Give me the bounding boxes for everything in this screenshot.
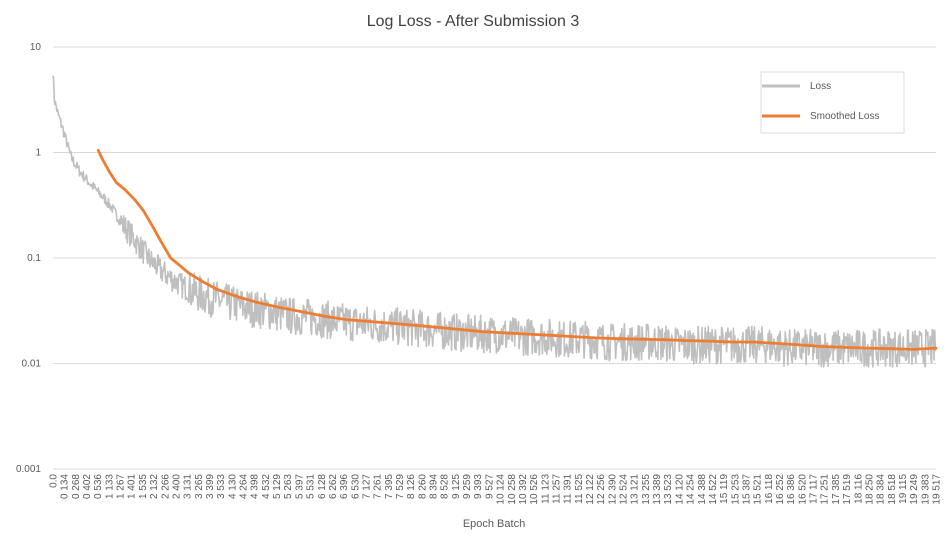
x-tick-label: 11 123 [540,474,551,504]
x-tick-label: 1 535 [138,474,149,499]
x-tick-label: 18 250 [864,474,875,505]
x-tick-label: 2 266 [160,474,171,499]
x-tick-label: 4 532 [261,474,272,499]
x-tick-label: 9 125 [451,474,462,499]
x-tick-label: 18 518 [887,474,898,505]
x-tick-label: 16 520 [797,474,808,505]
x-tick-label: 5 397 [294,474,305,499]
x-tick-label: 0 402 [82,474,93,499]
x-tick-label: 8 528 [440,474,451,499]
x-tick-label: 13 523 [663,474,674,505]
x-tick-label: 17 251 [820,474,831,505]
x-tick-label: 7 529 [395,474,406,499]
x-tick-label: 10 124 [496,474,507,505]
x-tick-label: 17 117 [809,474,820,504]
x-tick-label: 1 401 [127,474,138,499]
x-axis-ticks: 0.0 0 134 0 268 0 402 0 536 1 133 1 267 1 401 1 … [49,474,943,505]
y-tick-label: 0.1 [27,253,41,264]
x-tick-label: 19 115 [898,474,909,504]
x-tick-label: 12 122 [585,474,596,505]
x-tick-label: 0 268 [71,474,82,499]
x-tick-label: 15 521 [753,474,764,505]
x-tick-label: 18 384 [876,474,887,505]
x-tick-label: 3 533 [216,474,227,499]
x-tick-label: 14 522 [708,474,719,505]
x-tick-label: 4 130 [227,474,238,499]
x-tick-label: 8 394 [429,474,440,499]
series-group [52,75,938,368]
x-tick-label: 6 530 [350,474,361,499]
x-tick-label: 14 254 [686,474,697,505]
x-tick-label: 7 395 [384,474,395,499]
y-tick-label: 0.01 [22,359,42,370]
x-tick-label: 10 392 [518,474,529,505]
x-tick-label: 5 531 [306,474,317,499]
x-tick-label: 14 120 [674,474,685,505]
x-axis-label: Epoch Batch [463,518,525,530]
x-tick-label: 4 398 [250,474,261,499]
x-tick-label: 11 257 [551,474,562,504]
x-tick-label: 9 259 [462,474,473,499]
x-tick-label: 12 524 [619,474,630,505]
x-tick-label: 10 258 [507,474,518,505]
x-tick-label: 6 396 [339,474,350,499]
x-tick-label: 13 389 [652,474,663,505]
x-tick-label: 2 400 [171,474,182,499]
x-tick-label: 11 525 [574,474,585,504]
x-tick-label: 19 383 [920,474,931,505]
x-tick-label: 0.0 [49,474,60,488]
x-tick-label: 16 118 [764,474,775,504]
legend-box [760,71,905,134]
x-tick-label: 15 119 [719,474,730,504]
x-tick-label: 3 265 [194,474,205,499]
x-tick-label: 7 127 [361,474,372,499]
x-tick-label: 1 267 [116,474,127,499]
y-tick-label: 0.001 [16,464,41,475]
x-tick-label: 5 263 [283,474,294,499]
x-tick-label: 3 131 [183,474,194,499]
legend: Loss Smoothed Loss [760,71,905,134]
series-line-smoothed-loss [96,148,938,351]
x-tick-label: 12 390 [607,474,618,505]
x-tick-label: 15 253 [730,474,741,505]
x-tick-label: 6 128 [317,474,328,499]
x-tick-label: 17 519 [842,474,853,505]
y-tick-label: 10 [30,42,42,53]
x-tick-label: 19 517 [932,474,943,505]
y-axis-ticks: 10 1 0.1 0.01 0.001 [16,42,41,475]
x-tick-label: 16 386 [786,474,797,505]
x-tick-label: 10 526 [529,474,540,505]
x-tick-label: 0 536 [93,474,104,499]
x-tick-label: 18 116 [853,474,864,504]
x-tick-label: 15 387 [741,474,752,505]
x-tick-label: 7 261 [373,474,384,499]
x-tick-label: 12 256 [596,474,607,505]
x-tick-label: 17 385 [831,474,842,505]
x-tick-label: 5 129 [272,474,283,499]
x-tick-label: 16 252 [775,474,786,505]
x-tick-label: 0 134 [60,474,71,499]
x-tick-label: 13 255 [641,474,652,505]
x-tick-label: 3 399 [205,474,216,499]
x-tick-label: 9 393 [473,474,484,499]
x-tick-label: 11 391 [563,474,574,504]
x-tick-label: 2 132 [149,474,160,499]
x-tick-label: 13 121 [630,474,641,505]
series-line-loss [52,75,937,368]
x-tick-label: 14 388 [697,474,708,505]
x-tick-label: 8 260 [417,474,428,499]
x-tick-label: 4 264 [239,474,250,499]
x-tick-label: 19 249 [909,474,920,505]
legend-label-loss: Loss [810,81,831,92]
legend-label-smoothed: Smoothed Loss [810,111,880,122]
y-tick-label: 1 [35,148,41,159]
x-tick-label: 6 262 [328,474,339,499]
x-tick-label: 1 133 [104,474,115,499]
chart-title: Log Loss - After Submission 3 [367,13,580,30]
x-tick-label: 8 126 [406,474,417,499]
x-tick-label: 9 527 [484,474,495,499]
